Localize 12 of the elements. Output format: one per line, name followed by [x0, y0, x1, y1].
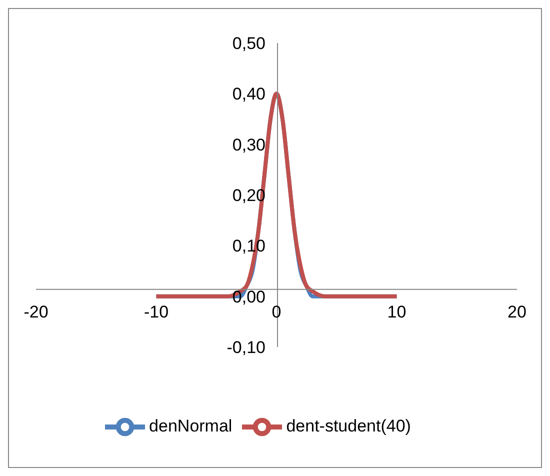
y-tick-label: 0,00 — [232, 287, 266, 306]
x-tick-label: 10 — [387, 302, 406, 322]
y-tick-label: 0,30 — [232, 135, 266, 154]
y-tick-label: -0,10 — [226, 338, 266, 357]
y-tick-label: 0,50 — [232, 34, 266, 53]
y-tick-label: 0,40 — [232, 84, 266, 104]
legend-label: denNormal — [149, 416, 232, 436]
x-tick-label: 20 — [508, 302, 526, 322]
x-tick-label: -10 — [144, 302, 169, 322]
legend-label: dent-student(40) — [286, 416, 411, 436]
x-tick-label: -20 — [24, 302, 48, 322]
x-tick-label: 0 — [272, 302, 282, 322]
